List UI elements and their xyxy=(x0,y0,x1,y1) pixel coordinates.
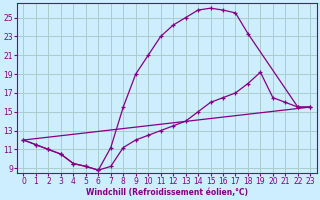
X-axis label: Windchill (Refroidissement éolien,°C): Windchill (Refroidissement éolien,°C) xyxy=(86,188,248,197)
